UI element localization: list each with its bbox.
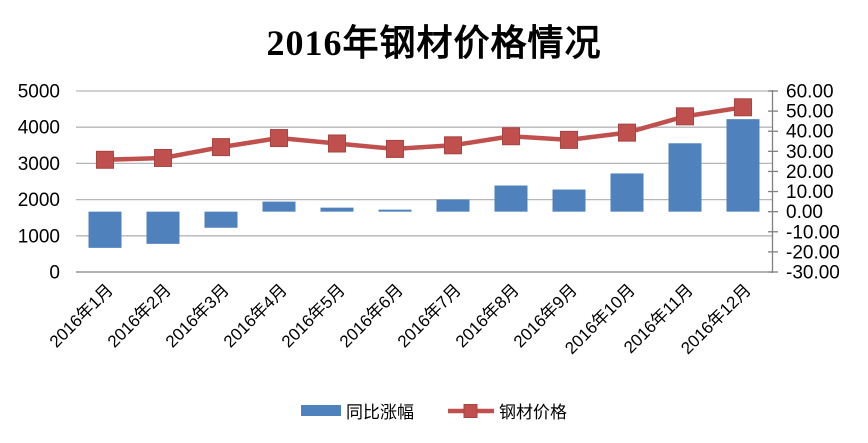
bar-2016年5月 bbox=[320, 207, 354, 212]
price-marker-2016年3月 bbox=[212, 138, 230, 157]
left-axis-tick-label: 3000 bbox=[18, 154, 60, 175]
price-marker-2016年4月 bbox=[270, 129, 288, 148]
bar-2016年2月 bbox=[146, 211, 180, 244]
legend-label-line: 钢材价格 bbox=[499, 403, 567, 422]
bar-swatch-icon bbox=[301, 405, 341, 416]
chart-legend: 同比涨幅 钢材价格 bbox=[0, 398, 868, 423]
legend-item-bar-series: 同比涨幅 bbox=[301, 398, 414, 423]
bar-2016年9月 bbox=[552, 189, 586, 212]
line-marker-swatch-icon bbox=[448, 403, 494, 418]
right-axis-tick-label: -30.00 bbox=[786, 263, 840, 284]
right-axis-tick-label: 30.00 bbox=[786, 142, 834, 163]
left-axis-tick-label: 1000 bbox=[18, 226, 60, 247]
price-marker-2016年6月 bbox=[386, 139, 404, 158]
chart-title: 2016年钢材价格情况 bbox=[266, 23, 602, 63]
price-line bbox=[104, 105, 744, 163]
price-marker-2016年2月 bbox=[154, 148, 172, 167]
bar-2016年11月 bbox=[668, 143, 702, 212]
right-axis-tick-label: -10.00 bbox=[786, 222, 840, 243]
price-marker-2016年12月 bbox=[734, 98, 752, 117]
price-marker-2016年11月 bbox=[676, 107, 694, 126]
price-marker-2016年7月 bbox=[444, 136, 462, 155]
price-marker-2016年1月 bbox=[96, 150, 114, 169]
price-marker-2016年5月 bbox=[328, 134, 346, 153]
right-axis-tick-label: 20.00 bbox=[786, 162, 834, 183]
bar-2016年10月 bbox=[610, 173, 644, 212]
legend-label-bar: 同比涨幅 bbox=[346, 403, 414, 422]
left-axis-tick-label: 0 bbox=[49, 263, 60, 284]
price-marker-2016年10月 bbox=[618, 123, 636, 142]
right-axis-tick-label: 0.00 bbox=[786, 202, 823, 223]
bar-2016年6月 bbox=[378, 209, 412, 212]
right-axis-tick-label: 40.00 bbox=[786, 122, 834, 143]
right-axis-tick-label: 50.00 bbox=[786, 102, 834, 123]
left-axis-tick-label: 2000 bbox=[18, 190, 60, 211]
bar-2016年1月 bbox=[88, 211, 122, 248]
bar-2016年8月 bbox=[494, 185, 528, 212]
bar-2016年4月 bbox=[262, 201, 296, 212]
bar-2016年3月 bbox=[204, 211, 238, 228]
bar-2016年12月 bbox=[726, 119, 760, 212]
bar-2016年7月 bbox=[436, 199, 470, 212]
price-marker-2016年8月 bbox=[502, 127, 520, 146]
price-marker-2016年9月 bbox=[560, 130, 578, 149]
right-axis-tick-label: -20.00 bbox=[786, 242, 840, 263]
right-axis-tick-label: 60.00 bbox=[786, 82, 834, 103]
right-axis-tick-label: 10.00 bbox=[786, 182, 834, 203]
legend-item-line-series: 钢材价格 bbox=[448, 398, 567, 423]
left-axis-tick-label: 5000 bbox=[18, 82, 60, 103]
left-axis-tick-label: 4000 bbox=[18, 118, 60, 139]
